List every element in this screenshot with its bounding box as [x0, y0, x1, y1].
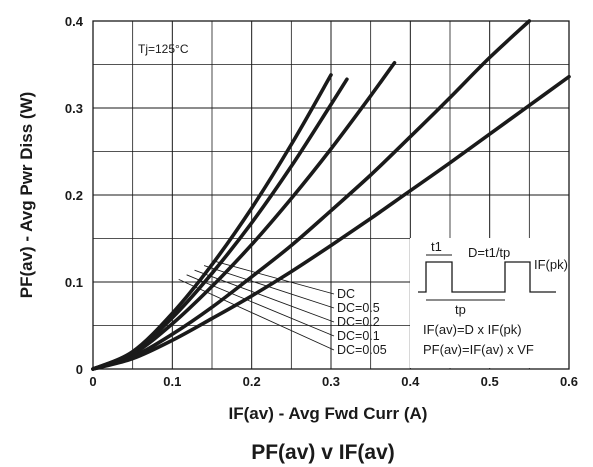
series-label-4: DC=0.1	[337, 329, 380, 343]
inset-ipk: IF(pk)	[534, 257, 568, 272]
x-tick-label: 0.4	[401, 374, 420, 389]
series-line-5	[91, 73, 333, 371]
y-tick-label: 0.2	[65, 188, 83, 203]
y-ticks: 0 0.1 0.2 0.3 0.4	[65, 14, 84, 377]
series	[91, 19, 571, 371]
inset-t1: t1	[431, 239, 442, 254]
series-line-3	[91, 61, 397, 371]
pulse-waveform	[418, 261, 556, 293]
series-label-2: DC=0.5	[337, 301, 380, 315]
series-label-1: DC	[337, 287, 355, 301]
x-tick-label: 0.6	[560, 374, 578, 389]
y-tick-label: 0.1	[65, 275, 83, 290]
series-label-5: DC=0.05	[337, 343, 387, 357]
x-tick-label: 0.2	[243, 374, 261, 389]
y-tick-label: 0.4	[65, 14, 84, 29]
y-tick-label: 0	[76, 362, 83, 377]
x-tick-label: 0.5	[481, 374, 499, 389]
series-line-2	[91, 19, 532, 371]
x-tick-label: 0.1	[163, 374, 181, 389]
series-line-1	[91, 74, 571, 371]
inset-box	[410, 238, 570, 368]
inset-tp: tp	[455, 302, 466, 317]
leader-line-5	[178, 278, 335, 351]
x-tick-label: 0	[89, 374, 96, 389]
series-label-3: DC=0.2	[337, 315, 380, 329]
x-ticks: 0 0.1 0.2 0.3 0.4 0.5 0.6	[89, 374, 578, 389]
y-axis-label: PF(av) - Avg Pwr Diss (W)	[17, 92, 36, 299]
inset-eq2: PF(av)=IF(av) x VF	[423, 342, 534, 357]
plot-frame	[92, 20, 570, 370]
chart-title: PF(av) v IF(av)	[251, 441, 395, 464]
temperature-annotation: Tj=125°C	[138, 42, 189, 56]
inset-eq1: IF(av)=D x IF(pk)	[423, 322, 522, 337]
duty-cycle-inset: t1 D=t1/tp IF(pk) tp IF(av)=D x IF(pk) P…	[410, 238, 570, 368]
y-tick-label: 0.3	[65, 101, 83, 116]
x-axis-label: IF(av) - Avg Fwd Curr (A)	[229, 404, 428, 423]
inset-duty: D=t1/tp	[468, 245, 510, 260]
x-tick-label: 0.3	[322, 374, 340, 389]
